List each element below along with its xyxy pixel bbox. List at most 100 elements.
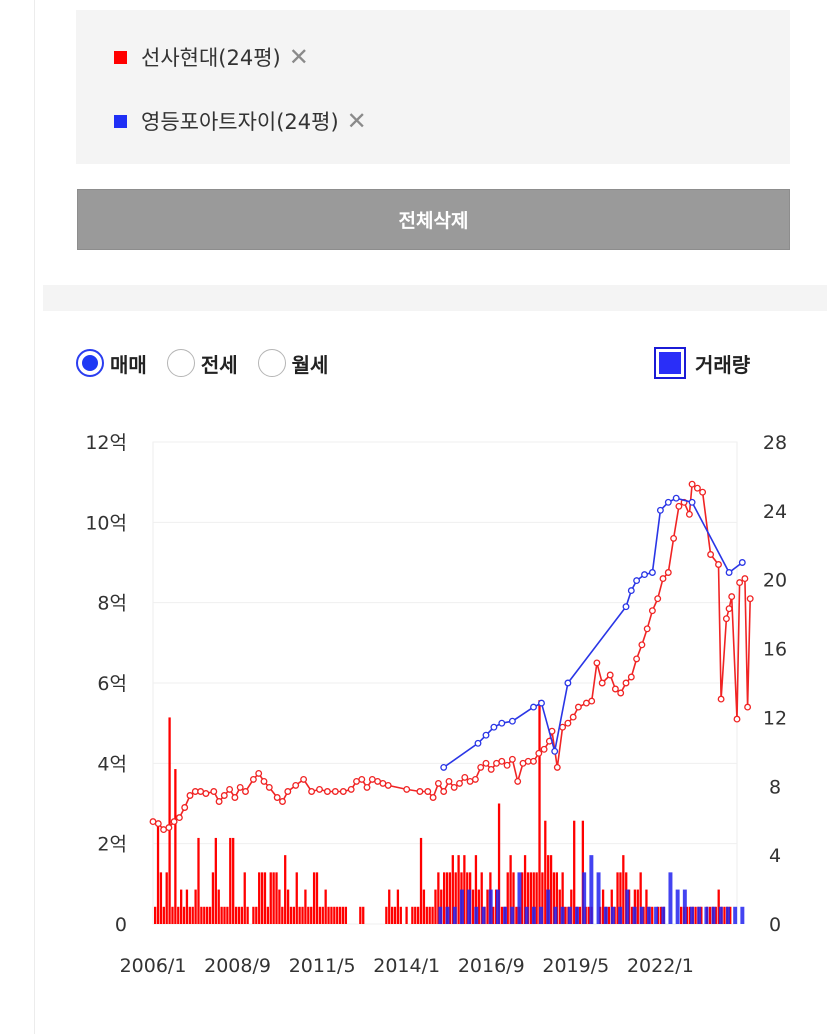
data-point xyxy=(617,689,625,697)
volume-bar xyxy=(503,906,508,924)
data-point xyxy=(672,494,680,502)
data-point xyxy=(611,685,619,693)
data-point xyxy=(490,723,498,731)
volume-bar xyxy=(359,906,362,924)
radio-monthly-rent[interactable]: 월세 xyxy=(257,349,328,378)
data-point xyxy=(741,575,749,583)
data-point xyxy=(434,779,442,787)
volume-bar xyxy=(388,889,391,924)
volume-bar xyxy=(434,889,437,924)
volume-bar xyxy=(312,872,316,924)
y2-tick-label: 24 xyxy=(763,501,787,523)
x-tick-label: 2019/5 xyxy=(542,955,609,977)
volume-bar xyxy=(618,906,623,924)
data-point xyxy=(487,765,495,773)
volume-bar xyxy=(307,906,310,924)
volume-bar xyxy=(318,906,322,924)
volume-bar xyxy=(639,872,642,924)
volume-bar xyxy=(596,872,601,924)
data-point xyxy=(699,488,707,496)
volume-bar xyxy=(708,906,712,924)
data-point xyxy=(482,759,490,767)
volume-bar xyxy=(561,872,564,924)
data-point xyxy=(656,506,664,514)
volume-bar xyxy=(206,906,209,924)
volume-bar xyxy=(682,889,687,924)
data-point xyxy=(622,679,630,687)
deal-type-radio-group: 매매 전세 월세 xyxy=(76,346,348,380)
volume-bar xyxy=(315,872,319,924)
data-point xyxy=(498,757,506,765)
x-tick-label: 2008/9 xyxy=(204,955,271,977)
volume-bar xyxy=(275,872,278,924)
volume-bar xyxy=(252,906,255,924)
data-point xyxy=(210,788,218,795)
volume-bar xyxy=(284,855,287,924)
data-point xyxy=(728,593,736,601)
radio-label: 매매 xyxy=(110,352,147,377)
compare-list: 선사현대(24평) ✕ 영등포아트자이(24평) ✕ xyxy=(76,10,790,164)
volume-bar xyxy=(558,889,561,924)
volume-bar xyxy=(399,906,402,924)
volume-bar xyxy=(578,906,582,924)
clear-all-button[interactable]: 전체삭제 xyxy=(77,189,790,250)
data-point xyxy=(440,763,448,771)
volume-bar xyxy=(269,872,272,924)
volume-bar xyxy=(675,889,680,924)
data-point xyxy=(540,745,548,753)
compare-item-name: 선사현대(24평) xyxy=(141,46,281,70)
data-point xyxy=(242,788,249,795)
volume-bar xyxy=(700,906,703,924)
volume-bar xyxy=(547,855,550,924)
data-point xyxy=(202,790,210,797)
remove-icon[interactable]: ✕ xyxy=(288,43,309,71)
data-point xyxy=(593,659,601,667)
volume-bar xyxy=(733,906,738,924)
volume-bar xyxy=(286,889,290,924)
compare-item-1: 선사현대(24평) ✕ xyxy=(114,42,309,72)
data-point xyxy=(530,757,537,765)
radio-jeonse[interactable]: 전세 xyxy=(166,349,238,378)
volume-bar xyxy=(156,820,160,924)
data-point xyxy=(746,595,754,603)
y2-tick-label: 20 xyxy=(763,570,787,592)
volume-bar xyxy=(214,837,217,924)
volume-bar xyxy=(327,906,330,924)
volume-bar xyxy=(301,906,304,924)
volume-bar xyxy=(390,906,394,924)
volume-toggle[interactable]: 거래량 xyxy=(654,347,750,379)
volume-bar xyxy=(497,803,501,924)
volume-bar xyxy=(523,855,527,924)
volume-bar xyxy=(272,872,275,924)
data-point xyxy=(664,498,672,506)
radio-sale[interactable]: 매매 xyxy=(76,349,147,378)
volume-bar xyxy=(338,906,342,924)
x-tick-label: 2016/9 xyxy=(458,955,525,977)
volume-bar xyxy=(564,906,567,924)
volume-bar xyxy=(603,906,608,924)
x-tick-label: 2022/1 xyxy=(627,955,694,977)
volume-bar xyxy=(385,906,388,924)
data-point xyxy=(725,605,733,613)
volume-bar xyxy=(411,906,414,924)
volume-bar xyxy=(532,872,535,924)
volume-bar xyxy=(448,872,452,924)
data-point xyxy=(429,794,437,801)
data-point xyxy=(265,783,273,791)
y-tick-label: 4억 xyxy=(97,753,127,775)
data-point xyxy=(722,615,730,623)
volume-bar xyxy=(573,820,576,924)
data-point xyxy=(535,749,543,757)
volume-bar xyxy=(616,872,619,924)
data-point xyxy=(569,713,577,721)
volume-bar xyxy=(220,906,223,924)
data-point xyxy=(588,697,596,705)
volume-bar xyxy=(229,837,232,924)
volume-bar xyxy=(298,906,301,924)
data-point xyxy=(249,775,257,783)
volume-bar xyxy=(510,906,515,924)
volume-bar xyxy=(601,889,605,924)
volume-bar xyxy=(333,906,336,924)
remove-icon[interactable]: ✕ xyxy=(346,107,367,135)
data-point xyxy=(638,641,646,649)
